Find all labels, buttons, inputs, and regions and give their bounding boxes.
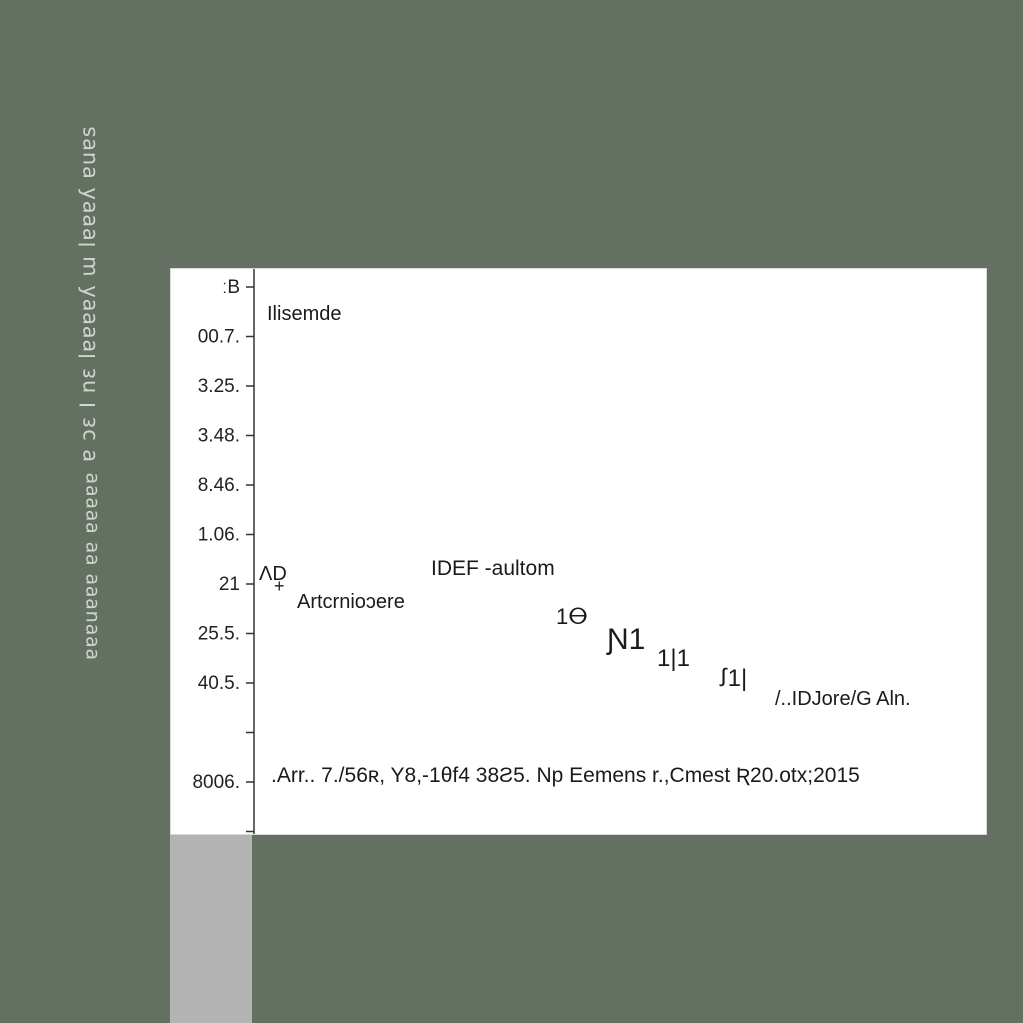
y-tick-label: 3.48. [198, 426, 240, 447]
corner-mark: ɅD [259, 563, 287, 585]
y-tick-label: 3.25. [198, 376, 240, 397]
bottom-note: .Arr.. 7./56ʀ, Y8,-1θf4 38Ƨ5. Np Eemens … [271, 764, 860, 787]
y-tick-label: 8.46. [198, 475, 240, 496]
y-tick-label: 8006. [192, 772, 240, 793]
legend-label: Ilisemde [267, 303, 341, 325]
end-label: /..IDJore/G Aln. [775, 688, 911, 710]
plus-mark: + [274, 576, 285, 596]
side-caption-upper: ɐ ɔɛ I nɛ lɐɐɐɐʎ ɯ lɐɐɐʎ ɐuɐs [76, 125, 100, 462]
y-tick-label: 1.06. [198, 525, 240, 546]
side-caption-lower: ɐɐɐuɐɐɐ ɐɐ ɐɐɐɐɐ [80, 471, 102, 660]
y-tick-label: 25.5. [198, 624, 240, 645]
y-tick-label: 21 [219, 574, 240, 595]
y-tick-label: ːB [222, 277, 240, 298]
chart-svg: ːB 00.7. 3.25. 3.48. 8.46. 1.06. 21 25.5. 40.5. 8… [192, 269, 911, 834]
series-label: IDEF -aultom [431, 557, 555, 580]
y-axis: ːB 00.7. 3.25. 3.48. 8.46. 1.06. 21 25.5. 40.5. 8… [192, 269, 255, 834]
chart-annotations: Ilisemde IDEF -aultom Artcrnioɔere ɅD + … [259, 303, 911, 787]
peak-label: 1ⴱ [556, 604, 588, 629]
chart-panel: ːB 00.7. 3.25. 3.48. 8.46. 1.06. 21 25.5. 40.5. 8… [170, 268, 987, 835]
peak-label: 1|1 [657, 645, 690, 672]
peak-label: ꭍ1| [719, 665, 747, 692]
sub-label: Artcrnioɔere [297, 591, 405, 613]
y-tick-label: 40.5. [198, 673, 240, 694]
y-tick-label: 00.7. [198, 327, 240, 348]
axis-strip [170, 833, 252, 1023]
peak-label: Ɲ1 [606, 623, 645, 656]
